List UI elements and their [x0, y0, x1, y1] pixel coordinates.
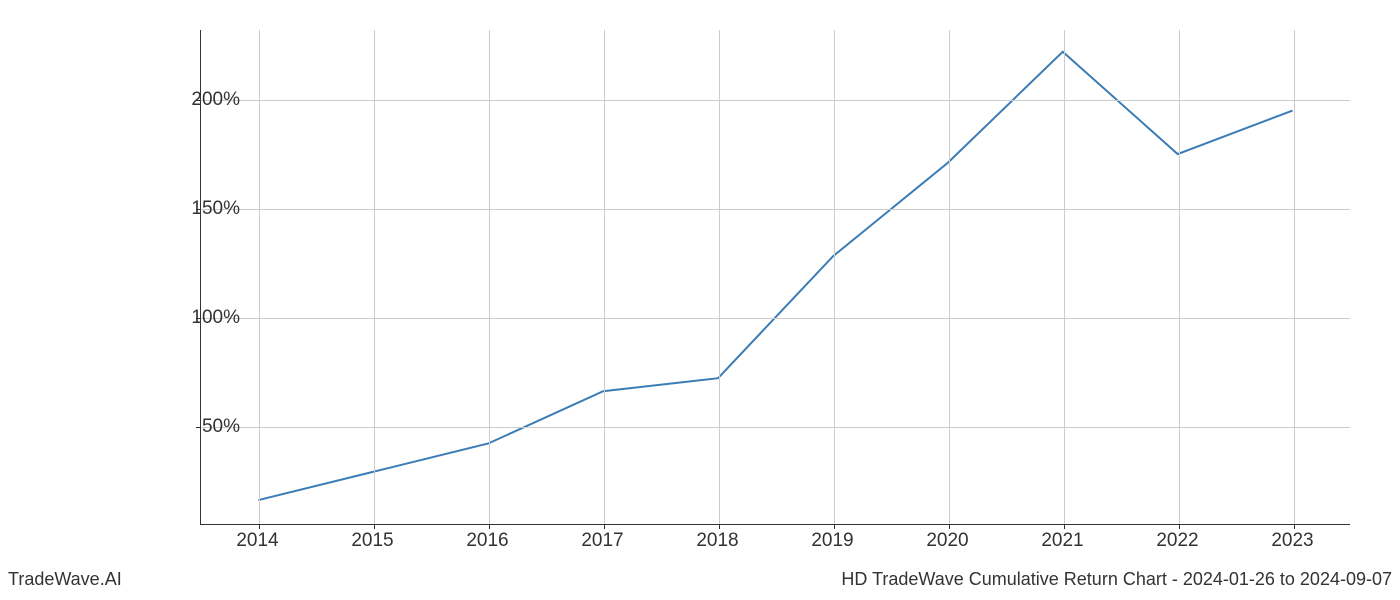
grid-line-vertical — [834, 30, 835, 524]
x-tick-mark — [1294, 524, 1295, 529]
grid-line-vertical — [719, 30, 720, 524]
plot-area — [200, 30, 1350, 525]
x-tick-mark — [719, 524, 720, 529]
x-axis-label: 2017 — [581, 530, 623, 552]
x-axis-label: 2022 — [1156, 530, 1198, 552]
grid-line-vertical — [1294, 30, 1295, 524]
y-axis-label: 200% — [180, 89, 240, 111]
chart-area — [200, 30, 1350, 525]
y-axis-label: 100% — [180, 307, 240, 329]
footer-brand: TradeWave.AI — [8, 569, 122, 590]
x-axis-label: 2023 — [1271, 530, 1313, 552]
x-tick-mark — [1179, 524, 1180, 529]
grid-line-vertical — [1179, 30, 1180, 524]
x-axis-label: 2015 — [351, 530, 393, 552]
footer-chart-title: HD TradeWave Cumulative Return Chart - 2… — [841, 569, 1392, 590]
x-tick-mark — [374, 524, 375, 529]
x-axis-label: 2019 — [811, 530, 853, 552]
x-tick-mark — [604, 524, 605, 529]
grid-line-vertical — [604, 30, 605, 524]
x-axis-label: 2021 — [1041, 530, 1083, 552]
cumulative-return-line — [258, 52, 1292, 500]
x-axis-label: 2020 — [926, 530, 968, 552]
grid-line-vertical — [374, 30, 375, 524]
x-axis-label: 2016 — [466, 530, 508, 552]
x-axis-label: 2018 — [696, 530, 738, 552]
x-tick-mark — [259, 524, 260, 529]
y-axis-label: 150% — [180, 198, 240, 220]
grid-line-vertical — [259, 30, 260, 524]
x-tick-mark — [489, 524, 490, 529]
y-axis-label: 50% — [180, 416, 240, 438]
grid-line-vertical — [949, 30, 950, 524]
grid-line-vertical — [1064, 30, 1065, 524]
x-tick-mark — [1064, 524, 1065, 529]
grid-line-vertical — [489, 30, 490, 524]
x-tick-mark — [834, 524, 835, 529]
x-tick-mark — [949, 524, 950, 529]
x-axis-label: 2014 — [236, 530, 278, 552]
